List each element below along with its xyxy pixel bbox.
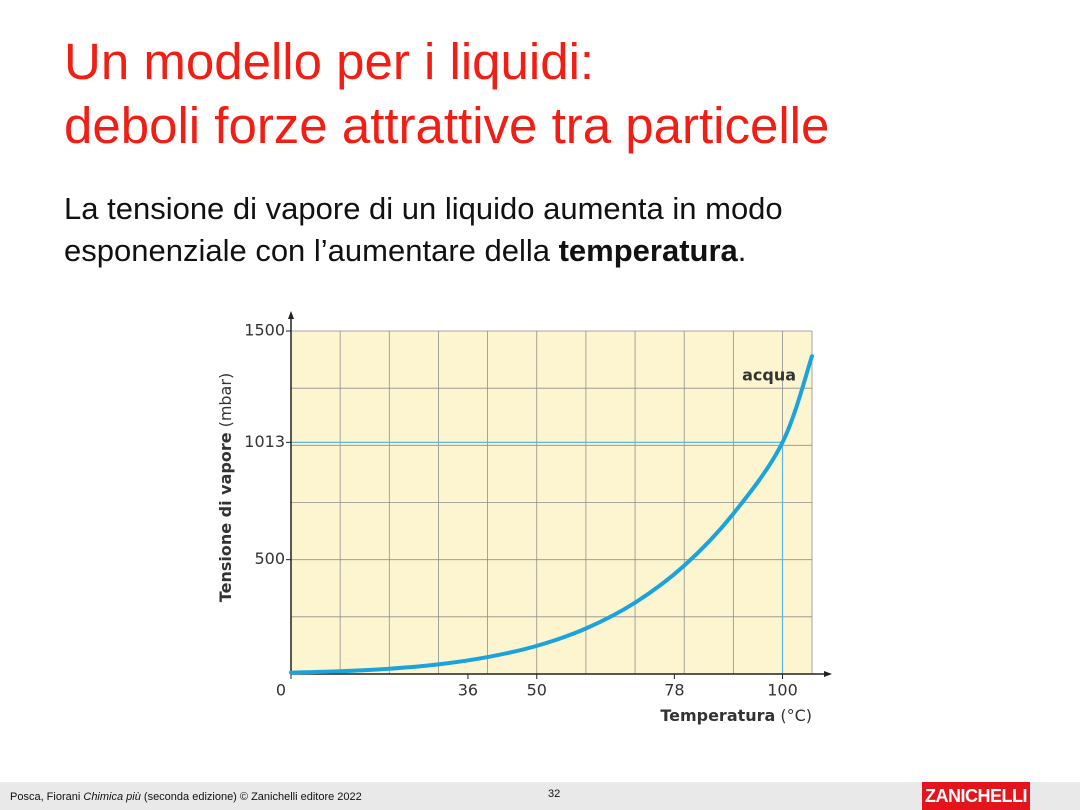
title: Un modello per i liquidi: deboli forze at… <box>64 30 829 158</box>
footer: Posca, Fiorani Chimica più (seconda ediz… <box>0 782 1080 810</box>
x-tick-label: 78 <box>664 681 684 700</box>
bold-text: temperatura <box>558 233 738 268</box>
text: (seconda edizione) © Zanichelli editore … <box>140 791 362 803</box>
x-axis-unit: (°C) <box>780 706 812 725</box>
y-tick-label: 1500 <box>244 321 285 340</box>
y-axis-title: Tensione di vapore <box>216 432 235 602</box>
text: Posca, Fiorani <box>10 791 84 803</box>
title-line: deboli forze attrattive tra particelle <box>64 97 830 154</box>
citation: Posca, Fiorani Chimica più (seconda ediz… <box>10 791 362 803</box>
x-axis-arrow <box>824 671 832 677</box>
chart: 500 1013 1500 0 36 50 78 100 Temperatura (°C) Tens… <box>216 311 832 725</box>
x-tick-label: 0 <box>276 681 286 700</box>
series-label: acqua <box>742 366 796 385</box>
x-tick-label: 36 <box>458 681 478 700</box>
x-axis-label: Temperatura (°C) <box>660 706 812 725</box>
text: . <box>737 233 747 268</box>
x-tick-label: 100 <box>767 681 798 700</box>
text: Chimica più <box>83 791 141 803</box>
y-axis-label: Tensione di vapore (mbar) <box>216 373 235 602</box>
y-tick-label: 1013 <box>244 432 285 451</box>
logo: ZANICHELLI <box>922 782 1030 810</box>
data-line <box>289 354 814 675</box>
x-axis-title: Temperatura <box>660 706 775 725</box>
text-line: esponenziale con l’aumentare della <box>64 233 559 268</box>
x-tick-label: 50 <box>527 681 547 700</box>
text-line: La tensione di vapore di un liquido aume… <box>64 191 783 226</box>
y-axis-arrow <box>288 311 294 319</box>
page-number: 32 <box>548 788 561 800</box>
y-axis-unit: (mbar) <box>216 373 235 428</box>
y-tick-label: 500 <box>254 549 285 568</box>
title-line: Un modello per i liquidi: <box>64 33 595 90</box>
body-text: La tensione di vapore di un liquido aume… <box>64 188 783 272</box>
